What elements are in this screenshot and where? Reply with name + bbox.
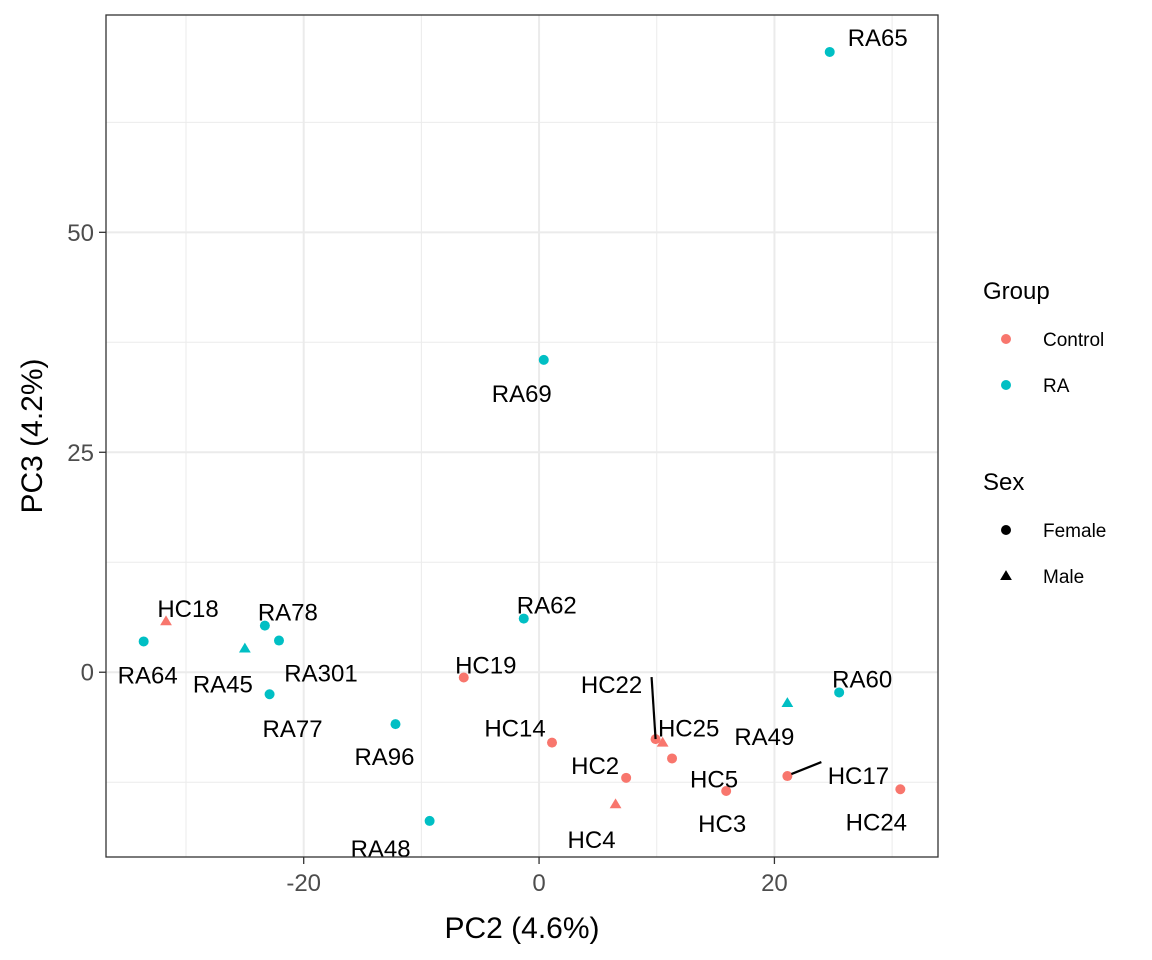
data-point-ra48	[424, 815, 435, 826]
legend-sex: Sex Female Male	[983, 469, 1106, 588]
point-label-ra64: RA64	[118, 662, 178, 689]
point-label-hc3: HC3	[698, 811, 746, 838]
data-point-ra69	[538, 354, 549, 365]
point-label-ra48: RA48	[351, 836, 411, 863]
x-tick-label: -20	[286, 870, 321, 897]
point-label-hc22: HC22	[581, 672, 642, 699]
data-point-ra96	[390, 719, 401, 730]
legend: Group Control RA Sex Female Male	[983, 278, 1106, 588]
data-point-hc17	[782, 771, 793, 782]
data-point-hc3	[721, 786, 732, 797]
point-labels: RA65 RA69 HC18 RA64 RA45 RA78 RA301 RA77 RA96 RA4…	[118, 25, 908, 863]
y-tick-label: 25	[67, 440, 94, 467]
data-point-ra49	[781, 697, 794, 708]
label-leader-line	[790, 761, 822, 776]
point-label-hc2: HC2	[571, 753, 619, 780]
data-point-hc4	[609, 798, 622, 809]
point-label-ra49: RA49	[734, 724, 794, 751]
data-point-ra62	[518, 613, 529, 624]
point-label-hc5: HC5	[690, 766, 738, 793]
data-point-ra78	[259, 620, 270, 631]
legend-label-female: Female	[1043, 521, 1106, 542]
y-tick-label: 50	[67, 220, 94, 247]
x-tick-label: 0	[532, 870, 545, 897]
legend-title: Group	[983, 278, 1050, 305]
data-point-hc14	[547, 737, 558, 748]
point-label-ra45: RA45	[193, 671, 253, 698]
point-label-ra301: RA301	[284, 661, 357, 688]
legend-key-control	[1001, 334, 1011, 344]
point-label-hc4: HC4	[568, 827, 616, 854]
data-point-hc24	[895, 784, 906, 795]
legend-group: Group Control RA	[983, 278, 1104, 397]
legend-key-female	[1001, 525, 1011, 535]
panel-border	[105, 14, 939, 858]
point-label-hc18: HC18	[157, 596, 218, 623]
data-point-hc2	[621, 772, 632, 783]
point-label-hc14: HC14	[484, 716, 545, 743]
data-point-ra65	[824, 46, 835, 57]
point-label-ra62: RA62	[517, 593, 577, 620]
data-point-ra60	[834, 687, 845, 698]
grid	[106, 15, 938, 857]
legend-key-male	[1000, 570, 1012, 580]
point-label-hc24: HC24	[846, 809, 907, 836]
data-point-ra64	[138, 636, 149, 647]
y-axis-title: PC3 (4.2%)	[16, 358, 49, 513]
y-tick-label: 0	[81, 660, 94, 687]
data-point-ra77	[264, 689, 275, 700]
point-label-hc25: HC25	[658, 716, 719, 743]
legend-label-male: Male	[1043, 567, 1084, 588]
point-label-ra65: RA65	[848, 25, 908, 52]
data-point-hc19	[458, 672, 469, 683]
label-leader-line	[650, 677, 657, 740]
data-point-ra301	[273, 635, 284, 646]
legend-label-ra: RA	[1043, 376, 1070, 397]
x-axis-title: PC2 (4.6%)	[444, 912, 599, 945]
point-label-ra69: RA69	[492, 381, 552, 408]
data-point-hc18	[160, 615, 172, 626]
data-point-ra45	[238, 642, 251, 653]
point-label-ra96: RA96	[354, 744, 414, 771]
point-label-ra77: RA77	[263, 716, 323, 743]
data-point-hc5	[667, 753, 678, 764]
legend-key-ra	[1001, 380, 1011, 390]
point-label-hc17: HC17	[828, 763, 889, 790]
point-label-hc19: HC19	[455, 653, 516, 680]
legend-title: Sex	[983, 469, 1024, 496]
data-point-hc25	[656, 736, 669, 747]
point-label-ra60: RA60	[832, 666, 892, 693]
point-label-ra78: RA78	[258, 600, 318, 627]
data-points	[138, 46, 906, 826]
axes: -20 0 20 0 25 50	[67, 220, 787, 897]
legend-label-control: Control	[1043, 330, 1104, 351]
x-tick-label: 20	[761, 870, 788, 897]
